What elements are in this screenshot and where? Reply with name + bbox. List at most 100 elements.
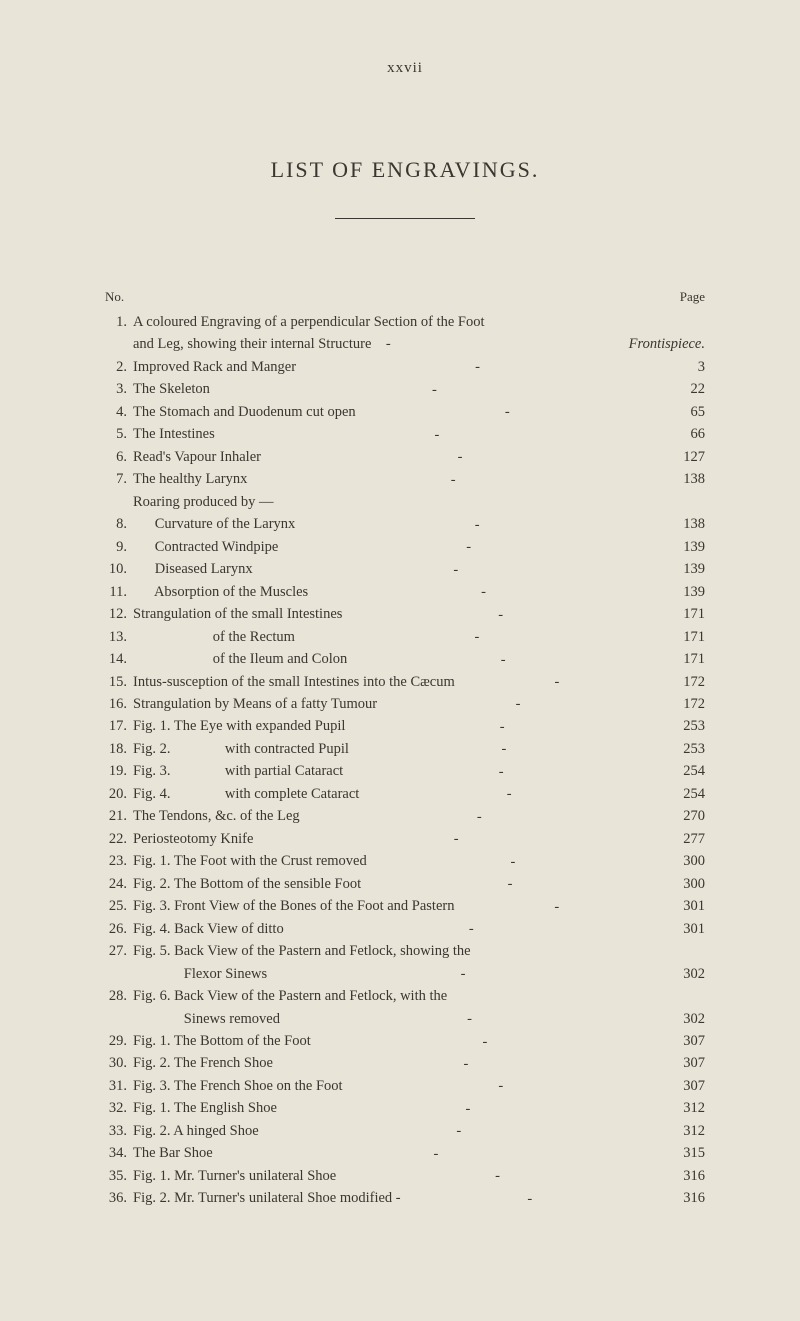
entry-body: Diseased Larynx 139 — [133, 558, 705, 580]
entry-body: Fig. 2. with contracted Pupil 253 — [133, 738, 705, 760]
entry-text: Fig. 4. Back View of ditto — [133, 918, 284, 940]
entry-body: Strangulation of the small Intestines171 — [133, 603, 705, 625]
leader-dash — [348, 604, 653, 619]
list-title: LIST OF ENGRAVINGS. — [105, 157, 705, 183]
entry-page: 270 — [659, 805, 705, 827]
entry-text: Flexor Sinews — [133, 963, 267, 985]
leader-dash — [383, 693, 653, 708]
leader-dash — [317, 1031, 653, 1046]
entry-number: 34. — [105, 1142, 133, 1164]
leader-dash — [342, 1165, 653, 1180]
leader-dash — [349, 761, 653, 776]
leader-dash — [367, 873, 653, 888]
entry-body: Fig. 2. Mr. Turner's unilateral Shoe mod… — [133, 1187, 705, 1209]
entry-text: Fig. 1. The Eye with expanded Pupil — [133, 715, 345, 737]
entry-text: Fig. 2. The Bottom of the sensible Foot — [133, 873, 361, 895]
leader-dash — [355, 738, 653, 753]
list-entry: 23.Fig. 1. The Foot with the Crust remov… — [105, 850, 705, 872]
entry-text: Strangulation of the small Intestines — [133, 603, 342, 625]
entry-number: 7. — [105, 468, 133, 490]
entry-text: Contracted Windpipe — [133, 536, 278, 558]
entry-page: 138 — [659, 468, 705, 490]
list-entry: 22.Periosteotomy Knife277 — [105, 828, 705, 850]
col-header-no: No. — [105, 289, 124, 305]
entry-page: 307 — [659, 1052, 705, 1074]
entry-body: and Leg, showing their internal Structur… — [133, 333, 705, 355]
entry-text: A coloured Engraving of a perpendicular … — [133, 311, 705, 333]
entry-body: Improved Rack and Manger3 — [133, 356, 705, 378]
entry-body: Fig. 1. The Bottom of the Foot307 — [133, 1030, 705, 1052]
entry-page: 316 — [659, 1187, 705, 1209]
entry-body: The healthy Larynx 138 — [133, 468, 705, 490]
entry-number: 4. — [105, 401, 133, 423]
list-entry-continuation: Sinews removed302 — [105, 1008, 705, 1030]
entry-page: 253 — [659, 738, 705, 760]
entry-page: Frontispiece. — [391, 333, 705, 355]
leader-dash — [284, 536, 653, 551]
list-entry: 14. of the Ileum and Colon171 — [105, 648, 705, 670]
list-entry: 9. Contracted Windpipe139 — [105, 536, 705, 558]
entry-body: Fig. 1. The Foot with the Crust removed3… — [133, 850, 705, 872]
leader-dash — [265, 1120, 653, 1135]
entry-text: The Stomach and Duodenum cut open — [133, 401, 356, 423]
leader-dash — [267, 446, 653, 461]
col-header-page: Page — [680, 289, 705, 305]
entry-text: Fig. 1. The English Shoe — [133, 1097, 277, 1119]
entry-page: 171 — [659, 626, 705, 648]
list-entry: 2.Improved Rack and Manger3 — [105, 356, 705, 378]
entry-body: Fig. 3. with partial Cataract254 — [133, 760, 705, 782]
page-header-roman: xxvii — [105, 60, 705, 77]
entry-page: 171 — [659, 648, 705, 670]
entry-body: The Tendons, &c. of the Leg270 — [133, 805, 705, 827]
leader-dash — [216, 379, 653, 394]
entry-number: 32. — [105, 1097, 133, 1119]
entry-page: 277 — [659, 828, 705, 850]
entry-page: 139 — [659, 558, 705, 580]
list-entry: 10. Diseased Larynx139 — [105, 558, 705, 580]
entry-body: Curvature of the Larynx138 — [133, 513, 705, 535]
leader-dash — [221, 424, 653, 439]
leader-dash — [407, 1188, 653, 1203]
page-container: xxvii LIST OF ENGRAVINGS. No. Page 1.A c… — [0, 0, 800, 1270]
list-entry-continuation: Flexor Sinews302 — [105, 963, 705, 985]
list-entry: 25.Fig. 3. Front View of the Bones of th… — [105, 895, 705, 917]
leader-dash — [259, 828, 653, 843]
leader-dash — [306, 806, 653, 821]
entry-number: 24. — [105, 873, 133, 895]
list-entry: 12.Strangulation of the small Intestines… — [105, 603, 705, 625]
entry-text: Sinews removed — [133, 1008, 280, 1030]
entry-text: Fig. 3. with partial Cataract — [133, 760, 343, 782]
list-entry: 5.The Intestines66 — [105, 423, 705, 445]
entry-number: 29. — [105, 1030, 133, 1052]
entry-text: Fig. 2. with contracted Pupil — [133, 738, 349, 760]
entry-body: Roaring produced by — — [133, 491, 705, 513]
entry-body: The Skeleton22 — [133, 378, 705, 400]
leader-dash — [219, 1143, 653, 1158]
entry-page: 139 — [659, 581, 705, 603]
entry-text: Fig. 2. Mr. Turner's unilateral Shoe mod… — [133, 1187, 401, 1209]
list-entry: 20.Fig. 4. with complete Cataract254 — [105, 783, 705, 805]
list-entry: 16.Strangulation by Means of a fatty Tum… — [105, 693, 705, 715]
entry-number: 25. — [105, 895, 133, 917]
entry-page: 307 — [659, 1030, 705, 1052]
entry-number: 8. — [105, 513, 133, 535]
entry-page: 253 — [659, 715, 705, 737]
entry-body: Fig. 4. Back View of ditto301 — [133, 918, 705, 940]
entry-text: Fig. 3. The French Shoe on the Foot — [133, 1075, 343, 1097]
entry-text: Periosteotomy Knife — [133, 828, 253, 850]
entry-number: 26. — [105, 918, 133, 940]
list-entry: 3.The Skeleton22 — [105, 378, 705, 400]
leader-dash — [279, 1053, 653, 1068]
entry-number: 36. — [105, 1187, 133, 1209]
list-entry: 17.Fig. 1. The Eye with expanded Pupil25… — [105, 715, 705, 737]
entry-text: The healthy Larynx — [133, 468, 247, 490]
list-entry: 35.Fig. 1. Mr. Turner's unilateral Shoe3… — [105, 1165, 705, 1187]
entry-page: 66 — [659, 423, 705, 445]
entry-text: Fig. 6. Back View of the Pastern and Fet… — [133, 985, 705, 1007]
leader-dash — [253, 469, 653, 484]
entries-list: 1.A coloured Engraving of a perpendicula… — [105, 311, 705, 1210]
entry-page: 316 — [659, 1165, 705, 1187]
entry-page: 127 — [659, 446, 705, 468]
entry-text: Diseased Larynx — [133, 558, 253, 580]
list-entry: 6.Read's Vapour Inhaler127 — [105, 446, 705, 468]
